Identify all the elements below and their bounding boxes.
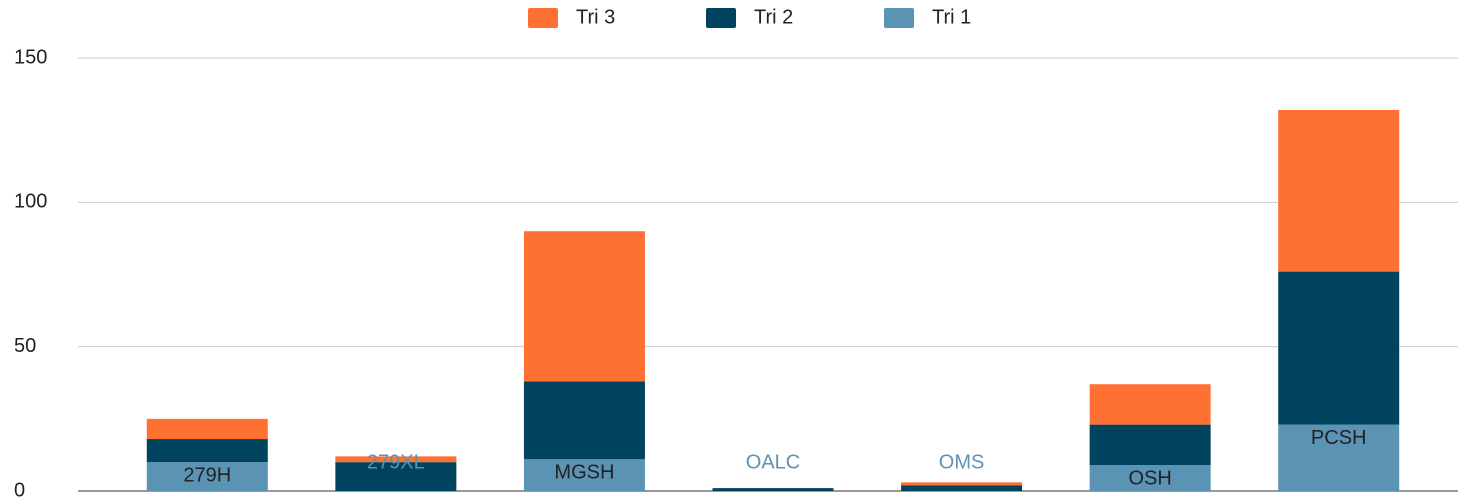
bar-segment <box>901 485 1023 491</box>
bar-segment <box>1278 271 1400 425</box>
bar-segment <box>1089 465 1211 491</box>
legend-label: Tri 2 <box>754 6 793 28</box>
category-label: 279XL <box>367 451 425 473</box>
legend-swatch <box>706 8 736 28</box>
bar-segment <box>1089 424 1211 466</box>
y-tick-label: 100 <box>14 191 47 213</box>
category-label: OALC <box>746 451 800 473</box>
y-tick-label: 50 <box>14 335 36 357</box>
bar-segment <box>712 488 834 491</box>
bar-segment <box>146 462 268 491</box>
bar-segment <box>146 418 268 440</box>
bar-segment <box>1089 384 1211 425</box>
bar-segment <box>335 462 457 491</box>
bar-segment <box>335 456 457 463</box>
category-label: 279H <box>183 464 231 486</box>
bar-segment <box>523 381 645 460</box>
legend-label: Tri 1 <box>932 6 971 28</box>
bar-segment <box>523 231 645 382</box>
bar-segment <box>901 482 1023 486</box>
legend-swatch <box>884 8 914 28</box>
category-label: PCSH <box>1311 427 1367 449</box>
bar-segment <box>1278 424 1400 491</box>
y-tick-label: 0 <box>14 479 25 498</box>
y-tick-label: 150 <box>14 46 47 68</box>
category-label: OSH <box>1128 467 1171 489</box>
bar-segment <box>523 459 645 491</box>
category-label: MGSH <box>554 462 614 484</box>
bar-segment <box>1278 109 1400 272</box>
bar-segment <box>146 439 268 463</box>
legend-label: Tri 3 <box>576 6 615 28</box>
category-label: OMS <box>939 451 985 473</box>
legend-swatch <box>528 8 558 28</box>
